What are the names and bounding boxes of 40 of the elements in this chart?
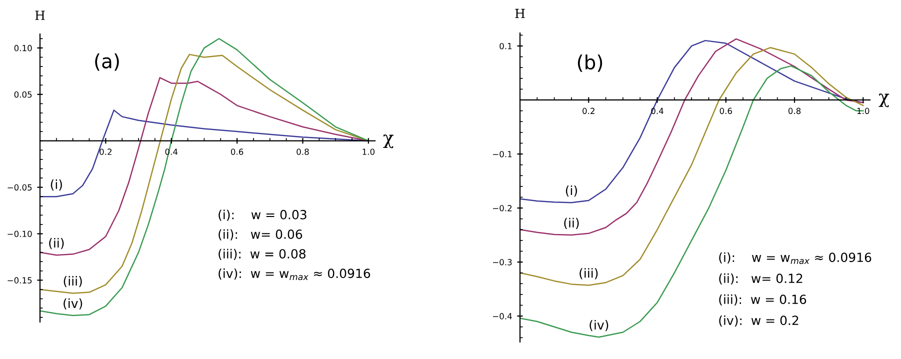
- annotation: (ii): [564, 218, 579, 230]
- y-tick-label: −0.15: [8, 277, 32, 284]
- text: (a): [95, 53, 119, 71]
- x-tick-label: 0.2: [582, 108, 594, 114]
- annotation: (iv): w = 0.2: [719, 315, 798, 327]
- text: (b): [578, 54, 602, 72]
- y-tick-label: −0.4: [493, 313, 512, 320]
- y-tick-label: −0.10: [8, 230, 32, 238]
- x-tick-label: 0.8: [296, 148, 309, 155]
- x-axis-title: χ: [878, 94, 890, 108]
- y-tick-label: −0.3: [493, 259, 512, 266]
- annotation: (iii): w = 0.16: [719, 294, 806, 306]
- annotation: (iv): w = w$_{max}$ ≈ 0.0916: [218, 268, 370, 280]
- annotation: (i): [566, 185, 578, 197]
- y-axis-title: H: [515, 8, 525, 18]
- annotation: (i): w = w$_{max}$ ≈ 0.0916: [719, 252, 872, 264]
- x-tick-label: 0.8: [788, 108, 801, 114]
- annotation: (iv): [64, 298, 82, 310]
- annotation: (iv): [590, 320, 608, 332]
- annotation: (iii): w = 0.08: [218, 248, 306, 260]
- x-tick-label: 0.6: [230, 148, 244, 155]
- y-tick-label: 0.10: [14, 44, 32, 52]
- annotation: (ii): [49, 238, 64, 250]
- annotation: (iii): [64, 276, 82, 288]
- y-tick-label: 0.1: [500, 42, 512, 50]
- y-tick-label: −0.1: [493, 150, 512, 158]
- annotation: (ii): w= 0.06: [218, 229, 302, 240]
- annotation: (i): [50, 179, 62, 191]
- y-axis-title: H: [35, 10, 45, 20]
- y-tick-label: −0.05: [8, 184, 32, 191]
- x-tick-label: 0.2: [100, 148, 112, 155]
- x-axis-title: χ: [383, 134, 394, 148]
- y-tick-label: −0.2: [493, 205, 512, 212]
- x-tick-label: 1.0: [857, 108, 870, 114]
- annotation: (ii): w= 0.12: [719, 273, 802, 285]
- annotation: (i): w = 0.03: [218, 210, 306, 221]
- x-tick-label: 1.0: [362, 148, 375, 155]
- x-tick-label: 0.6: [720, 108, 732, 114]
- y-tick-label: 0.05: [14, 91, 32, 98]
- annotation: (iii): [580, 268, 598, 280]
